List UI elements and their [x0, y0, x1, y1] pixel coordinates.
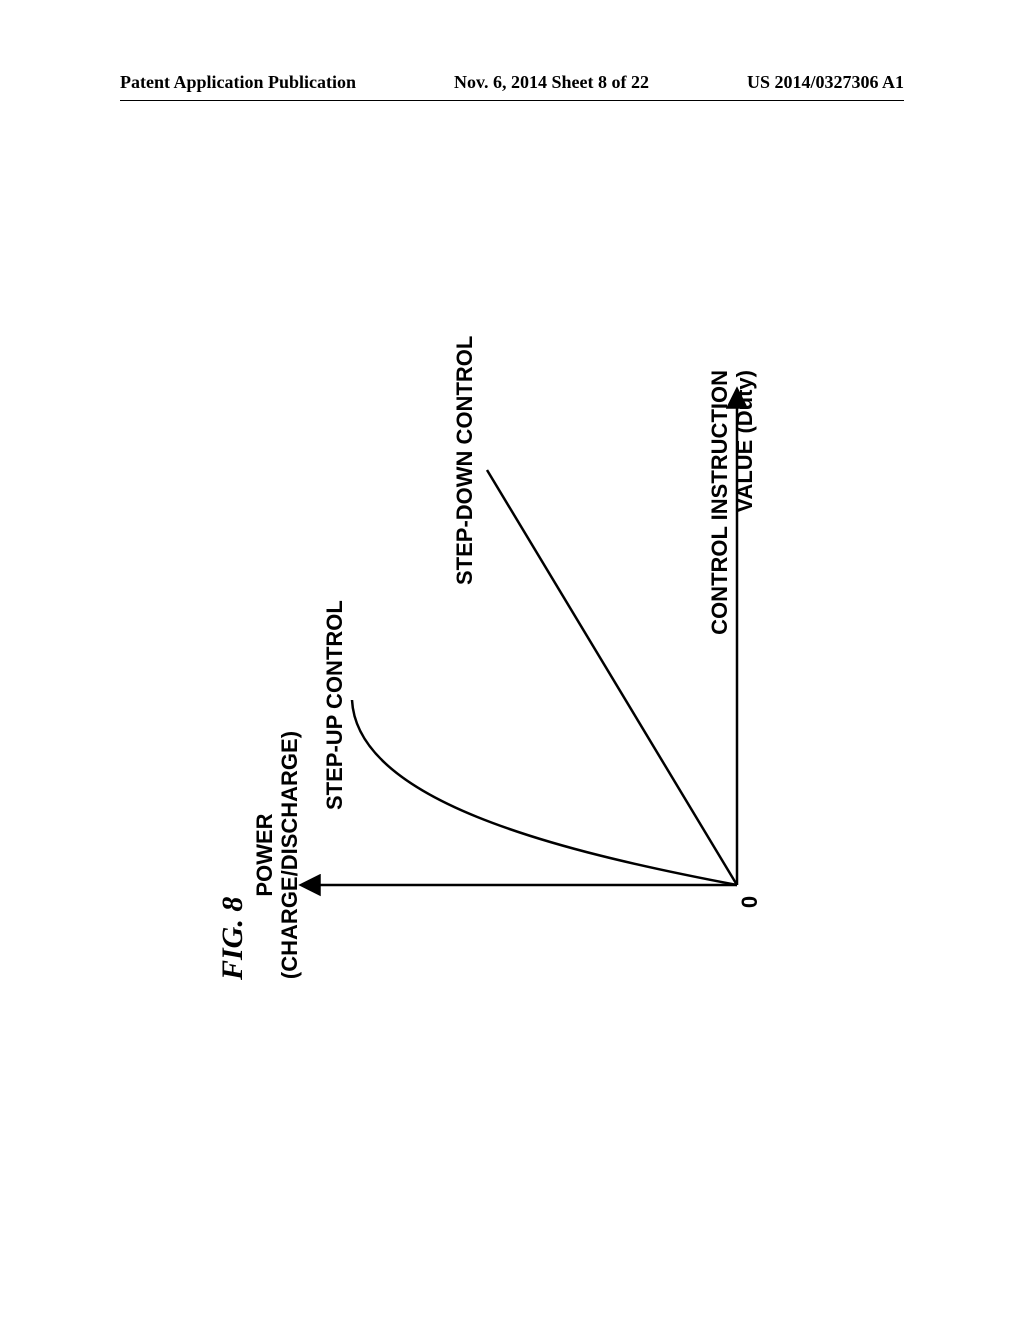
- page-header: Patent Application Publication Nov. 6, 2…: [0, 72, 1024, 93]
- header-right: US 2014/0327306 A1: [747, 72, 904, 93]
- header-left: Patent Application Publication: [120, 72, 356, 93]
- step-up-curve: [352, 700, 737, 885]
- x-axis-label-2: VALUE (Duty): [732, 370, 757, 513]
- header-rule: [120, 100, 904, 101]
- step-down-label: STEP-DOWN CONTROL: [452, 336, 477, 585]
- origin-label: 0: [737, 896, 762, 908]
- x-axis-label-1: CONTROL INSTRUCTION: [707, 370, 732, 635]
- header-center: Nov. 6, 2014 Sheet 8 of 22: [454, 72, 649, 93]
- chart-svg: POWER (CHARGE/DISCHARGE) 0 STEP-UP CONTR…: [152, 310, 872, 1010]
- step-down-curve: [487, 470, 737, 885]
- figure-8-chart: POWER (CHARGE/DISCHARGE) 0 STEP-UP CONTR…: [152, 310, 872, 1010]
- y-axis-label-2: (CHARGE/DISCHARGE): [277, 731, 302, 979]
- step-up-label: STEP-UP CONTROL: [322, 600, 347, 810]
- y-axis-label-1: POWER: [252, 813, 277, 896]
- figure-label: FIG. 8: [216, 897, 249, 981]
